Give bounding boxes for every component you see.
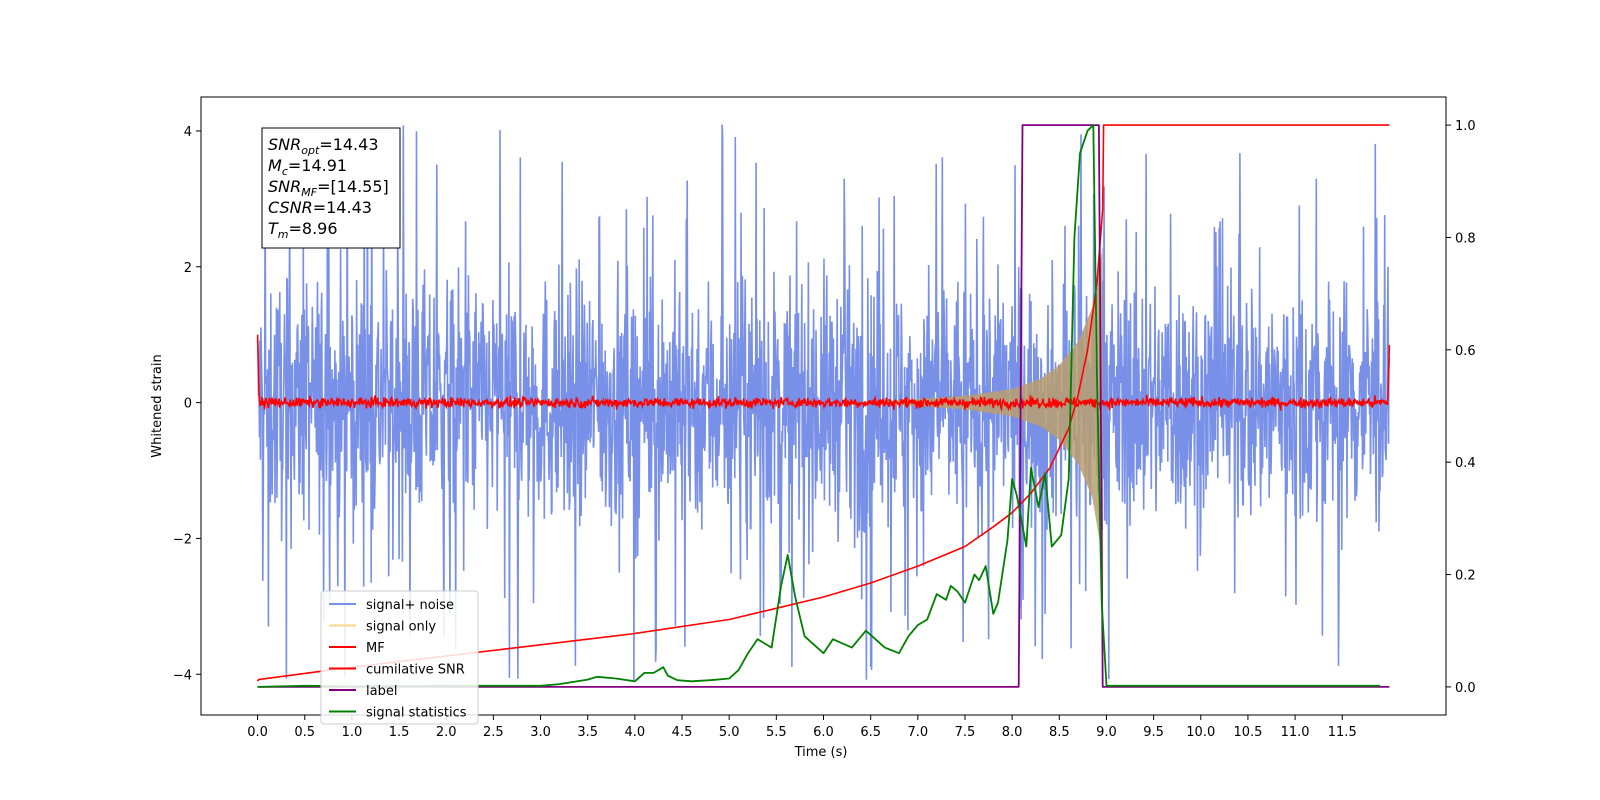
series-signal-noise — [256, 124, 1391, 681]
stats-line: SNRMF=[14.55] — [268, 177, 389, 199]
x-tick-label: 7.0 — [907, 725, 928, 740]
stats-value: =14.91 — [288, 156, 347, 175]
stats-line: CSNR=14.43 — [268, 198, 372, 217]
stats-value: =14.43 — [319, 135, 378, 154]
legend-entry: signal statistics — [366, 706, 467, 721]
series-mf — [256, 334, 1391, 412]
x-tick-label: 2.5 — [483, 725, 504, 740]
x-tick-label: 4.5 — [672, 725, 693, 740]
x-axis-ticks: 0.0 0.5 1.0 1.5 2.0 2.5 3.0 3.5 4.0 4.5 5.0 5.5 6.0 6… — [247, 715, 1357, 740]
stats-value: =8.96 — [289, 219, 338, 238]
plot-series-layer — [256, 124, 1391, 688]
stats-subscript: c — [282, 165, 288, 178]
x-tick-label: 10.5 — [1233, 725, 1262, 740]
stats-subscript: MF — [301, 186, 317, 199]
x-tick-label: 8.5 — [1049, 725, 1070, 740]
stats-symbol: SNR — [268, 135, 301, 154]
x-tick-label: 6.5 — [860, 725, 881, 740]
x-tick-label: 8.0 — [1002, 725, 1023, 740]
x-tick-label: 9.0 — [1096, 725, 1117, 740]
stats-symbol: CSNR — [268, 198, 313, 217]
series-label — [257, 124, 1390, 688]
x-tick-label: 3.5 — [577, 725, 598, 740]
stats-value: =[14.55] — [317, 177, 389, 196]
y-axis-label: Whitened strain — [150, 354, 165, 457]
stats-box-frame — [261, 127, 401, 249]
series-signal-statistics — [257, 124, 1380, 688]
stats-box: SNRopt=14.43Mc=14.91SNRMF=[14.55]CSNR=14… — [261, 127, 401, 249]
legend: signal+ noise signal only MF cumilative SNR… — [320, 590, 479, 725]
y-tick-label: 4 — [184, 125, 192, 140]
x-tick-label: 1.5 — [389, 725, 410, 740]
stats-line: Tm=8.96 — [268, 219, 338, 241]
y-tick-label: −4 — [173, 668, 192, 683]
x-tick-label: 9.5 — [1143, 725, 1164, 740]
y-tick-label: 0 — [184, 397, 192, 412]
y2-tick-label: 0.8 — [1455, 231, 1476, 246]
y2-tick-label: 0.2 — [1455, 569, 1476, 584]
legend-entry: signal only — [366, 620, 436, 635]
stats-line: Mc=14.91 — [268, 156, 347, 178]
stats-symbol: M — [268, 156, 282, 175]
y-tick-label: 2 — [184, 261, 192, 276]
x-tick-label: 3.0 — [530, 725, 551, 740]
x-tick-label: 0.0 — [247, 725, 268, 740]
legend-entry: signal+ noise — [366, 598, 454, 613]
legend-entry: cumilative SNR — [366, 663, 465, 678]
x-tick-label: 4.0 — [625, 725, 646, 740]
stats-line: SNRopt=14.43 — [268, 135, 379, 157]
stats-subscript: opt — [301, 144, 320, 157]
y2-tick-label: 0.4 — [1455, 456, 1476, 471]
legend-entry: MF — [366, 641, 385, 656]
x-tick-label: 5.0 — [719, 725, 740, 740]
series-cumulative-snr — [256, 124, 1390, 682]
y-axis-ticks: 4 2 0 −2 −4 — [173, 125, 201, 683]
legend-entry: label — [366, 684, 397, 699]
x-tick-label: 11.5 — [1328, 725, 1357, 740]
x-tick-label: 5.5 — [766, 725, 787, 740]
y2-tick-label: 1.0 — [1455, 119, 1476, 134]
x-tick-label: 6.0 — [813, 725, 834, 740]
x-tick-label: 2.0 — [436, 725, 457, 740]
x-axis-label: Time (s) — [794, 745, 848, 760]
legend-frame — [320, 590, 479, 725]
x-tick-label: 0.5 — [294, 725, 315, 740]
x-tick-label: 1.0 — [342, 725, 363, 740]
y2-tick-label: 0.6 — [1455, 344, 1476, 359]
stats-value: =14.43 — [313, 198, 372, 217]
y2-tick-label: 0.0 — [1455, 681, 1476, 696]
x-tick-label: 7.5 — [955, 725, 976, 740]
stats-symbol: T — [268, 219, 279, 238]
x-tick-label: 11.0 — [1281, 725, 1310, 740]
y-tick-label: −2 — [173, 532, 192, 547]
y2-axis-ticks: 1.0 0.8 0.6 0.4 0.2 0.0 — [1446, 119, 1476, 696]
stats-symbol: SNR — [268, 177, 301, 196]
x-tick-label: 10.0 — [1186, 725, 1215, 740]
stats-subscript: m — [278, 228, 289, 241]
